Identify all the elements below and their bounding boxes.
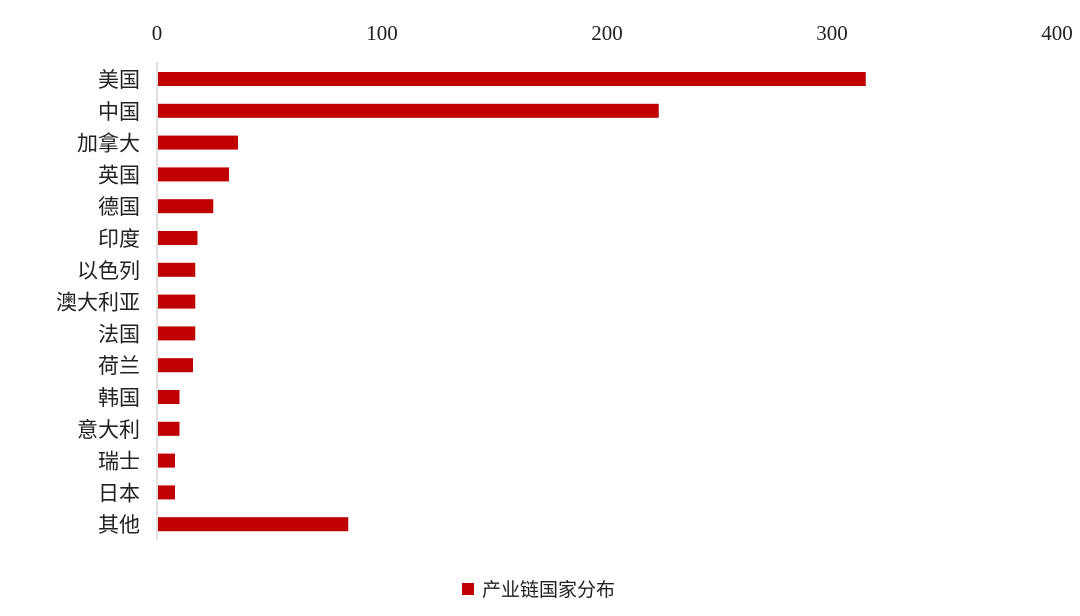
category-label: 以色列 — [77, 259, 140, 283]
bar-以色列 — [158, 262, 196, 277]
bar-澳大利亚 — [158, 294, 196, 309]
bar-中国 — [158, 103, 659, 118]
x-tick-label: 100 — [366, 21, 398, 45]
category-label: 印度 — [98, 227, 140, 251]
bar-加拿大 — [158, 135, 238, 150]
category-label: 英国 — [98, 163, 140, 187]
category-label: 瑞士 — [98, 450, 140, 474]
legend-label: 产业链国家分布 — [482, 579, 615, 601]
category-label: 中国 — [98, 100, 140, 124]
bar-德国 — [158, 199, 214, 214]
category-label: 韩国 — [98, 386, 140, 410]
x-tick-label: 200 — [591, 21, 623, 45]
category-label: 加拿大 — [77, 132, 140, 156]
category-label: 其他 — [98, 513, 140, 537]
x-tick-label: 0 — [152, 21, 163, 45]
category-label: 法国 — [98, 322, 140, 346]
legend-swatch — [462, 583, 474, 595]
bar-日本 — [158, 485, 175, 500]
bar-意大利 — [158, 421, 180, 436]
category-label: 澳大利亚 — [56, 291, 140, 315]
bar-其他 — [158, 517, 349, 532]
category-label: 意大利 — [77, 418, 140, 442]
bar-美国 — [158, 72, 866, 86]
category-label: 美国 — [98, 68, 140, 92]
category-label: 日本 — [98, 481, 140, 505]
bar-英国 — [158, 167, 229, 182]
category-label: 荷兰 — [98, 354, 140, 378]
bar-韩国 — [158, 390, 180, 404]
bar-印度 — [158, 231, 198, 245]
bar-瑞士 — [158, 453, 175, 468]
x-tick-label: 300 — [816, 21, 848, 45]
bar-法国 — [158, 326, 196, 341]
category-label: 德国 — [98, 195, 140, 219]
x-tick-label: 400 — [1041, 21, 1073, 45]
bar-荷兰 — [158, 358, 193, 373]
